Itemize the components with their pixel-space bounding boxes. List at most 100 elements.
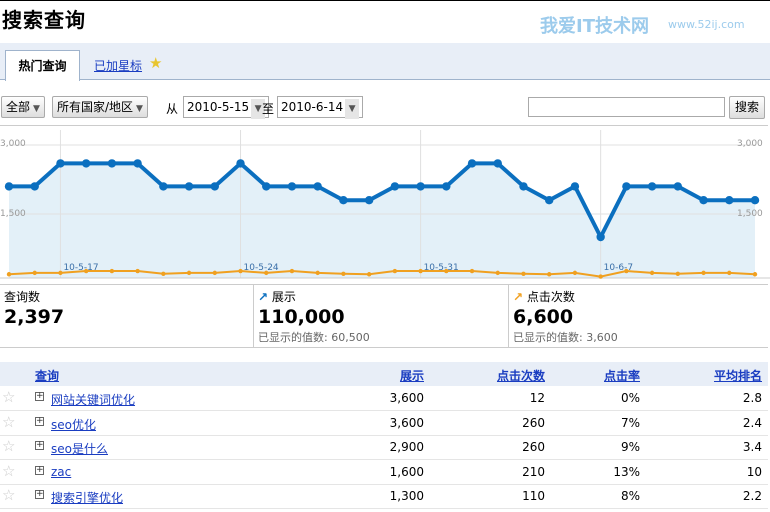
- top-border: [0, 0, 770, 1]
- query-link[interactable]: zac: [51, 464, 72, 479]
- type-select[interactable]: 全部 ▼: [1, 96, 45, 118]
- to-date-value: 2010-6-14: [281, 100, 344, 114]
- data-point-0: [4, 182, 14, 191]
- data-point-1: [701, 270, 706, 276]
- data-point-0: [442, 182, 451, 191]
- clicks-cell: 210: [522, 464, 545, 479]
- star-toggle-icon[interactable]: ☆: [2, 486, 16, 505]
- data-point-0: [725, 196, 734, 205]
- summary-value: 6,600: [513, 306, 574, 328]
- query-link[interactable]: 网站关键词优化: [51, 393, 136, 407]
- ctr-cell: 8%: [620, 489, 640, 504]
- data-point-1: [418, 268, 423, 274]
- query-link[interactable]: 搜索引擎优化: [51, 491, 124, 506]
- col-clicks[interactable]: 点击次数: [496, 369, 545, 383]
- data-point-0: [236, 159, 245, 168]
- data-point-0: [596, 232, 605, 242]
- y-tick-right-1500: 1,500: [737, 209, 763, 219]
- summary-value: 2,397: [4, 306, 65, 328]
- data-point-1: [58, 270, 63, 276]
- expand-icon[interactable]: +: [35, 440, 44, 451]
- expand-icon[interactable]: +: [35, 489, 44, 500]
- star-toggle-icon[interactable]: ☆: [2, 437, 16, 456]
- data-point-1: [341, 271, 346, 276]
- expand-icon[interactable]: +: [35, 391, 44, 401]
- table-row: ☆ + seo是什么 2,900 260 9% 3.4: [0, 435, 768, 461]
- data-point-1: [315, 270, 320, 276]
- data-point-1: [392, 268, 398, 274]
- data-point-1: [366, 272, 372, 277]
- table-header: 查询 展示 点击次数 点击率 平均排名: [0, 362, 768, 386]
- clicks-cell: 110: [522, 489, 545, 504]
- data-point-0: [519, 182, 528, 191]
- divider: [0, 125, 768, 126]
- summary-impressions: ↗ 展示 110,000 已显示的值数: 60,500: [254, 285, 509, 348]
- tab-starred[interactable]: 已加星标: [94, 59, 143, 73]
- col-ctr[interactable]: 点击率: [603, 369, 640, 383]
- impressions-cell: 3,600: [389, 391, 424, 405]
- expand-icon[interactable]: +: [35, 415, 44, 426]
- col-impressions[interactable]: 展示: [399, 369, 424, 383]
- summary-clicks: ↗ 点击次数 6,600 已显示的值数: 3,600: [509, 285, 768, 348]
- col-query[interactable]: 查询: [35, 369, 60, 383]
- expand-icon[interactable]: +: [35, 464, 44, 475]
- table-row: ☆ + 搜索引擎优化 1,300 110 8% 2.2: [0, 484, 768, 510]
- trend-chart: [0, 130, 770, 279]
- data-point-1: [521, 271, 526, 276]
- data-point-0: [493, 159, 502, 168]
- data-point-1: [547, 272, 552, 277]
- data-point-0: [339, 196, 348, 205]
- star-toggle-icon[interactable]: ☆: [2, 461, 16, 480]
- data-point-0: [133, 159, 142, 168]
- data-point-0: [570, 182, 580, 191]
- y-tick-left-3000: 3,000: [0, 139, 26, 149]
- impressions-cell: 3,600: [389, 415, 424, 430]
- search-input[interactable]: [528, 97, 725, 117]
- data-point-0: [159, 182, 168, 191]
- tab-top-queries[interactable]: 热门查询: [5, 50, 80, 81]
- data-point-1: [212, 270, 217, 276]
- tab-bar: [0, 43, 770, 80]
- col-avg-position[interactable]: 平均排名: [713, 369, 762, 383]
- avg-position-cell: 2.2: [742, 489, 762, 504]
- search-button[interactable]: 搜索: [729, 96, 765, 119]
- data-point-1: [238, 268, 243, 274]
- data-point-0: [647, 182, 657, 191]
- query-link[interactable]: seo是什么: [51, 442, 108, 457]
- ctr-cell: 9%: [620, 440, 640, 455]
- query-link[interactable]: seo优化: [51, 417, 96, 432]
- from-date-value: 2010-5-15: [187, 100, 250, 114]
- ctr-cell: 7%: [620, 415, 640, 430]
- table-row: ☆ + 网站关键词优化 3,600 12 0% 2.8: [0, 386, 768, 411]
- star-icon: ★: [149, 54, 163, 72]
- y-tick-left-1500: 1,500: [0, 209, 26, 219]
- data-point-1: [444, 268, 449, 274]
- data-point-1: [572, 270, 578, 276]
- x-tick-label: 10-6-7: [603, 263, 634, 273]
- impressions-cell: 2,900: [389, 440, 424, 455]
- data-point-1: [32, 270, 37, 276]
- clicks-cell: 260: [522, 415, 545, 430]
- table-row: ☆ + seo优化 3,600 260 7% 2.4: [0, 411, 768, 436]
- to-date-picker[interactable]: 2010-6-14 ▼: [277, 96, 364, 119]
- ctr-cell: 0%: [620, 391, 640, 405]
- data-point-0: [750, 196, 760, 205]
- data-point-1: [752, 272, 758, 277]
- data-point-1: [186, 270, 192, 276]
- star-toggle-icon[interactable]: ☆: [2, 412, 16, 431]
- data-point-1: [289, 268, 295, 274]
- watermark-url: www.52ij.com: [668, 18, 745, 31]
- data-point-0: [416, 182, 425, 191]
- data-point-0: [622, 182, 631, 191]
- from-date-picker[interactable]: 2010-5-15 ▼: [183, 96, 270, 119]
- data-point-0: [390, 182, 400, 191]
- star-toggle-icon[interactable]: ☆: [2, 388, 16, 406]
- avg-position-cell: 10: [746, 464, 762, 479]
- watermark-logo: 我爱IT技术网: [540, 16, 649, 37]
- chevron-down-icon: ▼: [345, 99, 360, 119]
- region-select[interactable]: 所有国家/地区 ▼: [52, 96, 148, 118]
- x-tick-label: 10-5-17: [63, 263, 99, 273]
- data-point-0: [56, 159, 65, 168]
- data-point-0: [287, 182, 297, 191]
- clicks-cell: 12: [529, 391, 545, 405]
